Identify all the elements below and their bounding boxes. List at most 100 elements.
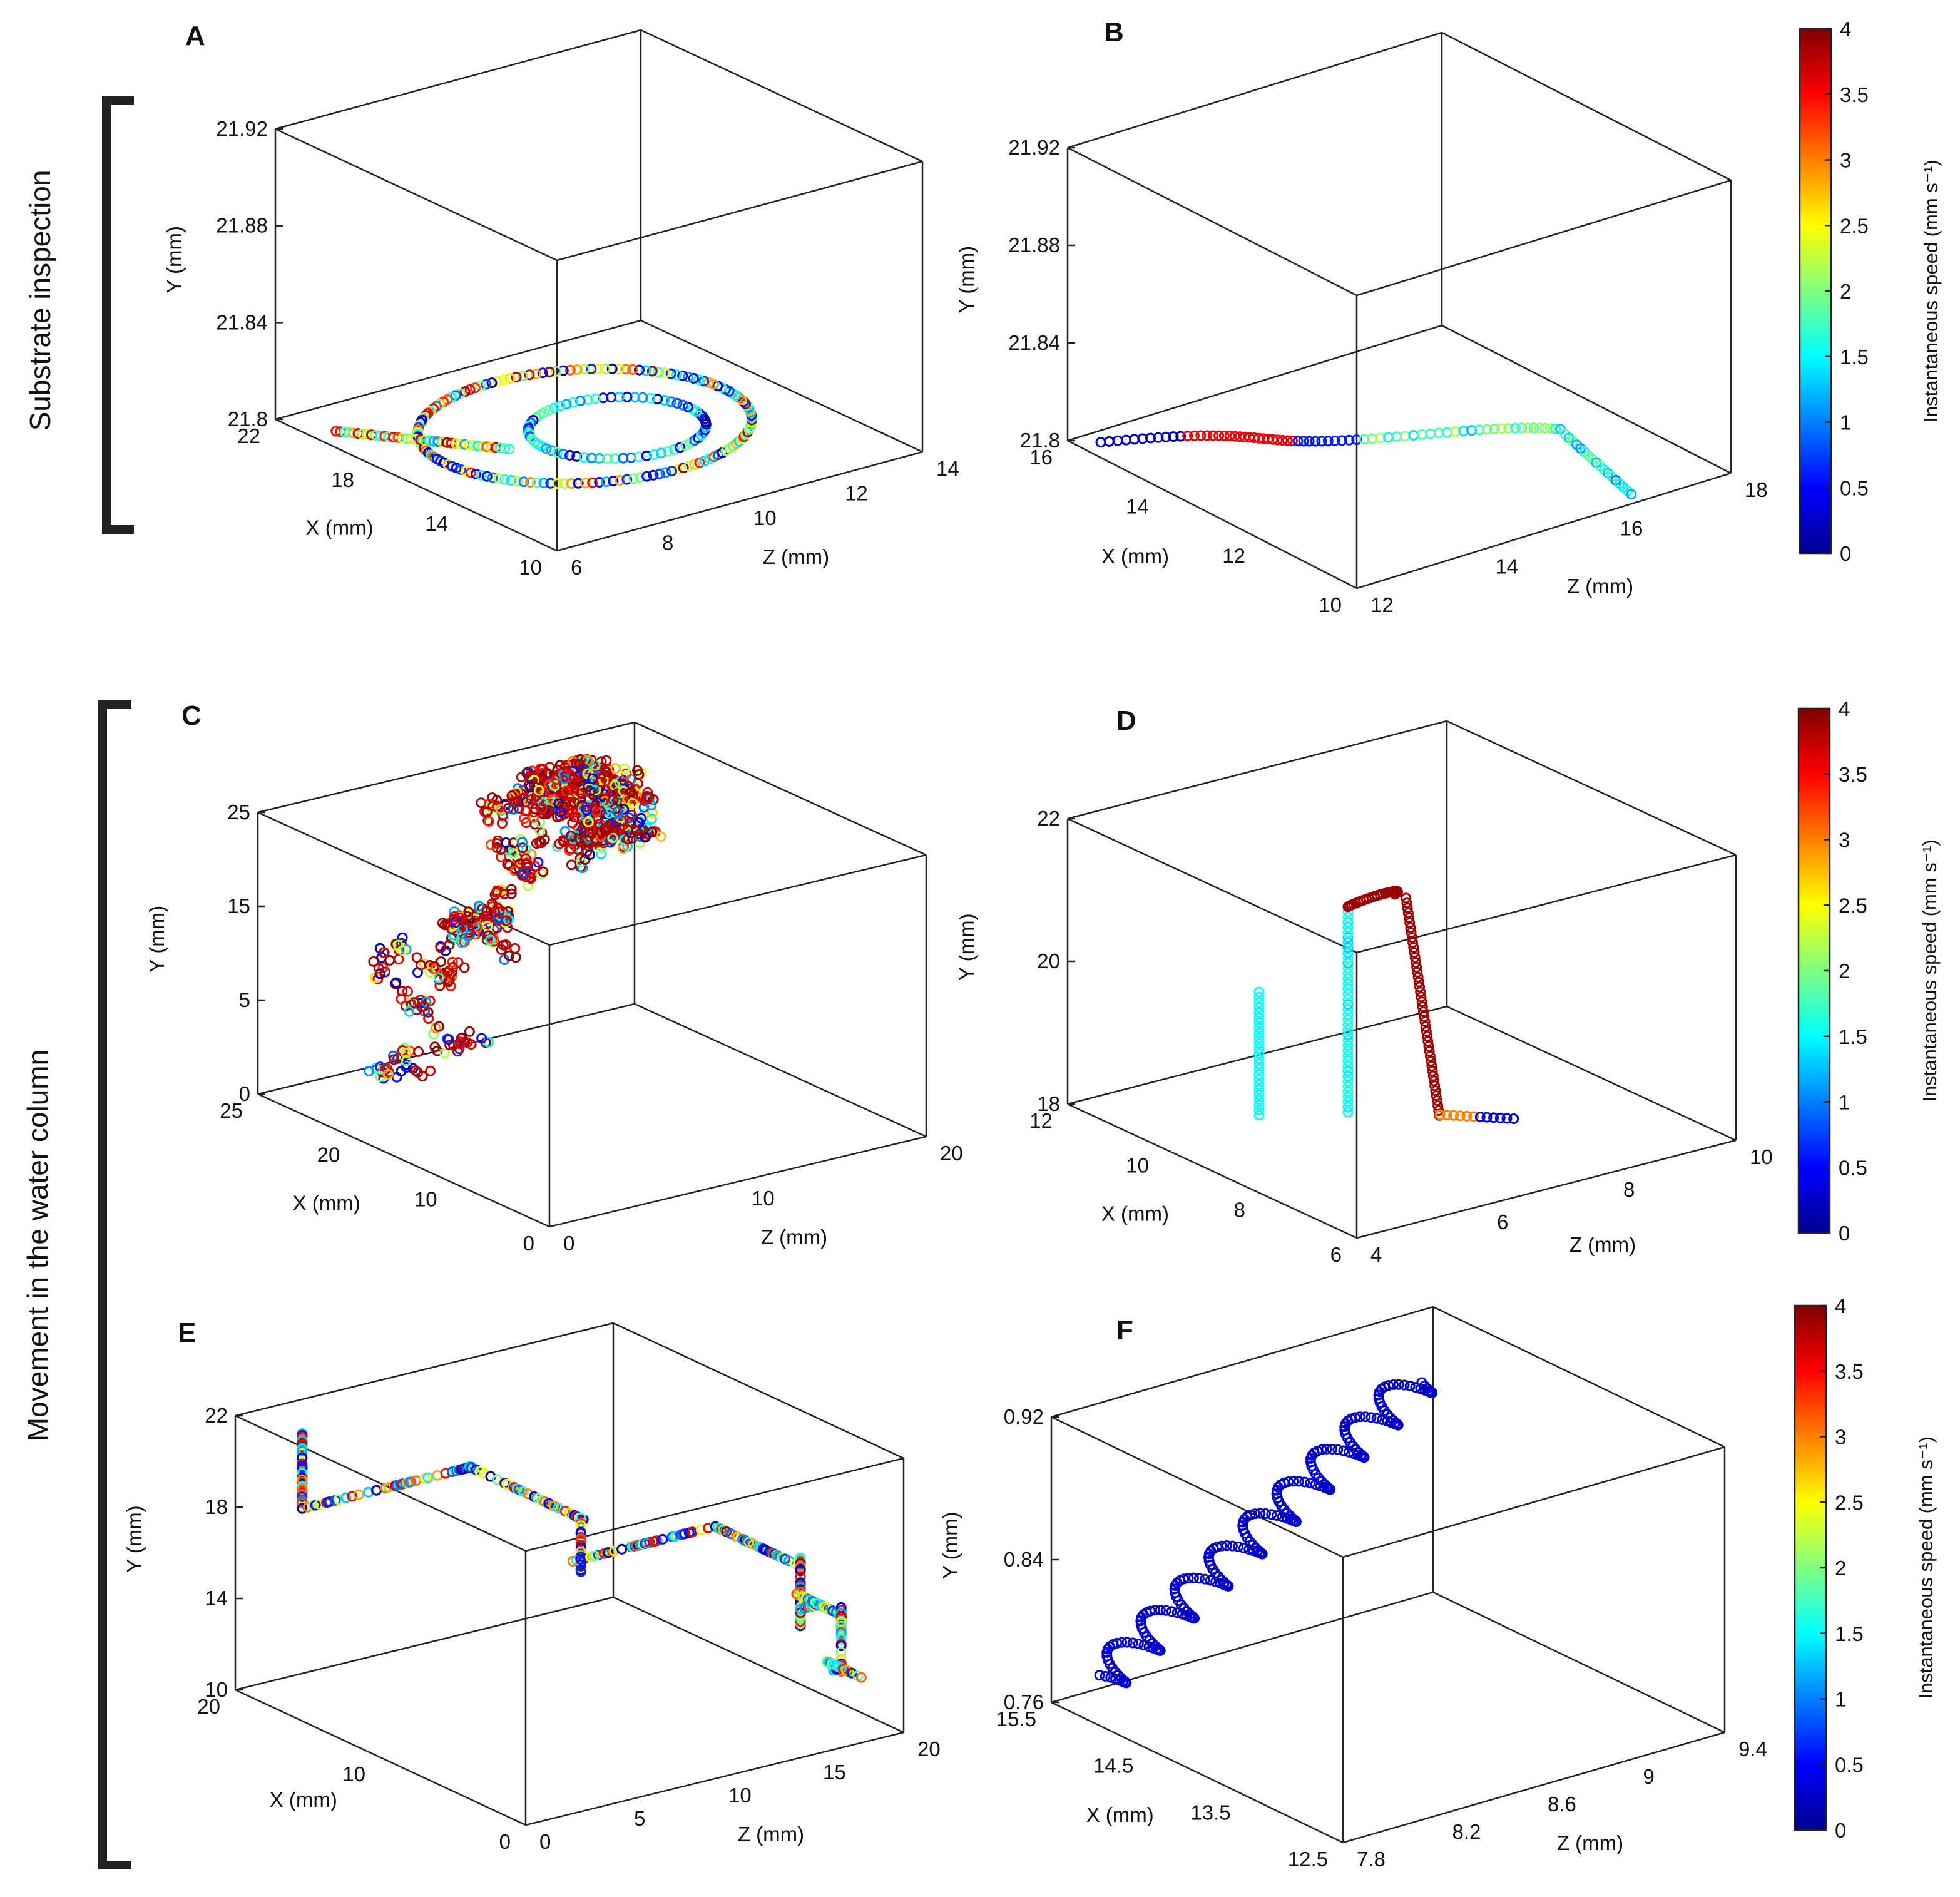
trajectory-point bbox=[1342, 1107, 1354, 1118]
trajectory-point bbox=[475, 381, 486, 392]
y-tick-label: 0 bbox=[239, 1082, 250, 1105]
trajectory-point bbox=[608, 476, 619, 487]
trajectory-point bbox=[1424, 1051, 1436, 1062]
trajectory-point bbox=[1508, 1113, 1519, 1124]
trajectory-point bbox=[606, 363, 618, 374]
x-tick-label: 0 bbox=[523, 1232, 534, 1255]
trajectory-point bbox=[531, 791, 542, 802]
trajectory-point bbox=[1342, 1050, 1354, 1061]
z-tick-label: 10 bbox=[752, 1187, 775, 1210]
trajectory-point bbox=[666, 466, 678, 477]
trajectory-point bbox=[1468, 1111, 1479, 1122]
trajectory-b bbox=[1095, 422, 1637, 500]
trajectory-point bbox=[645, 392, 656, 404]
y-tick-label: 22 bbox=[1037, 807, 1060, 830]
trajectory-point bbox=[471, 468, 482, 479]
trajectory-point bbox=[1342, 1065, 1354, 1076]
trajectory-point bbox=[476, 469, 487, 481]
trajectory-point bbox=[835, 1616, 847, 1627]
trajectory-point bbox=[499, 443, 511, 454]
trajectory-point bbox=[1299, 1476, 1310, 1488]
trajectory-point bbox=[564, 364, 576, 376]
trajectory-point bbox=[323, 1496, 334, 1508]
y-tick-label: 0.92 bbox=[1004, 1405, 1044, 1428]
trajectory-point bbox=[1178, 1573, 1190, 1585]
trajectory-point bbox=[668, 444, 680, 455]
trajectory-point bbox=[1255, 1508, 1266, 1519]
colorbar-tick-label: 2 bbox=[1835, 1557, 1846, 1580]
panel-a: A 21.8 21.84 21.88 21.92 10 14 18 22 6 8 10 12 14 Y (m… bbox=[163, 21, 959, 579]
trajectory-point bbox=[511, 372, 522, 382]
trajectory-point bbox=[1422, 1383, 1433, 1394]
trajectory-point bbox=[1342, 988, 1354, 1000]
y-axis-label: Y (mm) bbox=[939, 1511, 962, 1579]
trajectory-point bbox=[635, 472, 646, 483]
trajectory-point bbox=[297, 1461, 308, 1472]
colorbar-tick-label: 0.5 bbox=[1835, 1753, 1864, 1776]
box-edge bbox=[235, 1414, 526, 1552]
trajectory-point bbox=[657, 1533, 668, 1545]
trajectory-point bbox=[595, 776, 606, 787]
x-tick-label: 14.5 bbox=[1093, 1754, 1133, 1777]
box-edge bbox=[275, 128, 558, 262]
x-tick-label: 22 bbox=[237, 424, 260, 447]
trajectory-point bbox=[1342, 1020, 1354, 1030]
trajectory-point bbox=[1260, 1508, 1271, 1519]
colorbar-tick-label: 1.5 bbox=[1840, 345, 1869, 369]
trajectory-point bbox=[567, 807, 578, 818]
trajectory-point bbox=[1183, 1573, 1194, 1583]
trajectory-point bbox=[584, 849, 596, 861]
x-tick-label: 12.5 bbox=[1288, 1848, 1328, 1871]
box-edge bbox=[1051, 1306, 1434, 1418]
trajectory-point bbox=[1224, 431, 1235, 442]
z-tick-label: 16 bbox=[1620, 516, 1643, 539]
trajectory-point bbox=[1188, 1572, 1199, 1583]
z-tick-label: 7.8 bbox=[1357, 1848, 1386, 1871]
trajectory-point bbox=[618, 785, 629, 797]
trajectory-point bbox=[1401, 892, 1412, 904]
trajectory-point bbox=[1310, 436, 1321, 447]
trajectory-point bbox=[1501, 1113, 1513, 1124]
trajectory-point bbox=[1413, 976, 1424, 988]
trajectory-point bbox=[1305, 1456, 1316, 1468]
trajectory-point bbox=[1414, 981, 1425, 993]
trajectory-point bbox=[665, 396, 676, 407]
trajectory-point bbox=[400, 1047, 411, 1058]
trajectory-point bbox=[587, 477, 598, 488]
trajectory-point bbox=[534, 837, 545, 848]
trajectory-point bbox=[504, 373, 516, 384]
trajectory-point bbox=[491, 923, 503, 933]
trajectory-point bbox=[1342, 999, 1354, 1010]
trajectory-point bbox=[456, 464, 467, 475]
z-tick-label: 6 bbox=[1497, 1210, 1508, 1234]
trajectory-point bbox=[1408, 942, 1419, 953]
trajectory-point bbox=[464, 929, 475, 941]
trajectory-point bbox=[1336, 435, 1347, 446]
box-edge bbox=[1356, 1139, 1737, 1239]
trajectory-point bbox=[624, 812, 635, 824]
colorbar-tick-label: 0.5 bbox=[1840, 476, 1869, 499]
trajectory-point bbox=[494, 906, 505, 918]
y-tick-label: 22 bbox=[205, 1404, 228, 1427]
box-edge bbox=[556, 451, 923, 552]
z-tick-label: 10 bbox=[1750, 1145, 1773, 1168]
trajectory-point bbox=[561, 770, 572, 782]
trajectory-point bbox=[1344, 434, 1355, 446]
box-edge bbox=[1446, 720, 1737, 856]
trajectory-point bbox=[1253, 1100, 1265, 1110]
box-edge bbox=[1432, 1306, 1725, 1448]
trajectory-point bbox=[531, 412, 542, 423]
trajectory-point bbox=[545, 478, 556, 489]
trajectory-point bbox=[593, 363, 604, 374]
box-edge bbox=[235, 1322, 614, 1417]
z-tick-label: 0 bbox=[539, 1830, 551, 1853]
y-tick-label: 21.92 bbox=[216, 117, 268, 140]
trajectory-point bbox=[855, 1672, 867, 1683]
trajectory-point bbox=[518, 476, 529, 488]
trajectory-point bbox=[549, 402, 560, 414]
trajectory-point bbox=[581, 804, 592, 816]
x-axis-label: X (mm) bbox=[1086, 1803, 1154, 1826]
z-tick-label: 0 bbox=[563, 1232, 574, 1255]
trajectory-point bbox=[671, 369, 682, 381]
